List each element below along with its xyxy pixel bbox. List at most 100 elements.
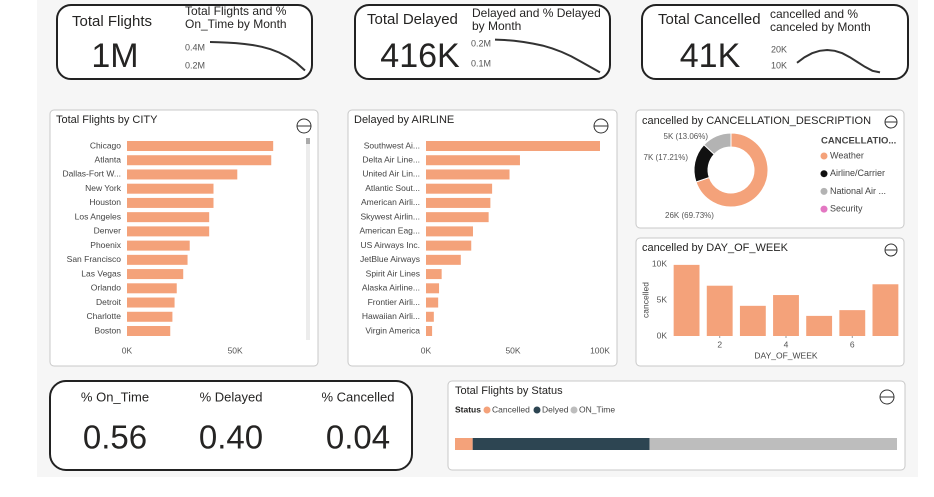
y-tick-label: Chicago <box>90 140 121 150</box>
y-tick-label: Charlotte <box>87 311 122 321</box>
bar <box>739 305 766 336</box>
y-tick-label: Skywest Airlin... <box>360 211 420 221</box>
bar-segment <box>455 438 473 450</box>
legend-label: Security <box>830 203 863 213</box>
bar <box>872 284 899 336</box>
bar <box>127 183 214 194</box>
chart-title: Total Flights and % On_Time by Month <box>185 4 287 31</box>
y-tick-label: Atlantic Sout... <box>365 183 420 193</box>
bar <box>127 212 210 223</box>
card-title: % Delayed <box>200 389 263 404</box>
x-tick-label: 50K <box>505 345 520 355</box>
y-tick-label: Boston <box>95 325 122 335</box>
bar <box>127 297 175 308</box>
panel <box>347 109 618 367</box>
chart-title: cancelled by DAY_OF_WEEK <box>642 242 789 254</box>
legend-label: ON_Time <box>579 404 615 414</box>
y-tick-label: Hawaiian Airli... <box>362 311 420 321</box>
y-tick-label: 20K <box>771 44 787 54</box>
x-tick-label: 100K <box>590 345 610 355</box>
chart-title: cancelled and % canceled by Month <box>770 7 871 34</box>
bar <box>127 269 184 280</box>
card-title: % On_Time <box>81 389 149 404</box>
chart-title: Delayed by AIRLINE <box>354 114 454 126</box>
donut-slice <box>703 132 732 156</box>
bar <box>773 295 799 336</box>
y-tick-label: Atlanta <box>95 154 122 164</box>
bar <box>426 283 440 294</box>
bar <box>426 197 491 208</box>
card-title: Total Cancelled <box>658 11 761 28</box>
y-tick-label: Orlando <box>91 283 122 293</box>
y-tick-label: 0K <box>657 330 668 340</box>
card-value: 0.40 <box>199 419 263 456</box>
x-tick-label: 6 <box>850 339 855 349</box>
bar <box>839 310 866 336</box>
bar <box>127 283 177 294</box>
bar <box>806 315 833 336</box>
panel <box>49 109 319 367</box>
y-tick-label: Frontier Airli... <box>368 297 420 307</box>
y-tick-label: New York <box>85 183 122 193</box>
card-value: 416K <box>380 37 460 75</box>
card-value: 1M <box>91 37 138 75</box>
legend-swatch <box>483 406 491 414</box>
y-tick-label: American Eag... <box>360 226 420 236</box>
card-title: Total Delayed <box>367 11 458 28</box>
icon <box>296 115 898 405</box>
line <box>209 41 306 72</box>
y-tick-label: Southwest Ai... <box>364 140 420 150</box>
bar <box>426 297 439 308</box>
y-tick-label: Spirit Air Lines <box>366 268 420 278</box>
x-tick-label: 4 <box>784 339 789 349</box>
y-tick-label: Los Angeles <box>75 211 121 221</box>
x-tick-label: 2 <box>717 339 722 349</box>
chart-title: Delayed and % Delayed by Month <box>472 6 601 33</box>
bar <box>127 141 274 151</box>
y-tick-label: 5K <box>657 294 668 304</box>
legend-title: CANCELLATIO... <box>821 136 896 147</box>
data-label: 7K (17.21%) <box>644 153 689 162</box>
card-value: 41K <box>680 37 741 75</box>
legend-swatch <box>533 406 541 414</box>
y-tick-label: Phoenix <box>90 240 121 250</box>
bar <box>426 326 433 336</box>
legend-label: National Air ... <box>830 186 886 196</box>
x-tick-label: 50K <box>228 345 243 355</box>
bar <box>127 155 272 166</box>
legend-swatch <box>820 170 828 178</box>
bar <box>127 240 190 251</box>
y-tick-label: JetBlue Airways <box>360 254 420 264</box>
bar <box>426 254 461 265</box>
legend-label: Cancelled <box>492 404 530 414</box>
scrollbar-thumb <box>306 138 310 144</box>
bar <box>426 311 434 322</box>
line <box>796 48 881 74</box>
y-tick-label: Virgin America <box>365 325 420 335</box>
x-tick-label: 0K <box>421 345 432 355</box>
donut-slice <box>695 132 769 208</box>
bar <box>426 226 473 237</box>
chart-title: Total Flights by Status <box>455 385 563 397</box>
legend-swatch <box>820 205 828 213</box>
bar <box>127 169 238 180</box>
y-tick-label: United Air Lin... <box>362 169 420 179</box>
y-tick-label: Denver <box>94 226 122 236</box>
chart-title: cancelled by CANCELLATION_DESCRIPTION <box>642 115 871 127</box>
y-tick-label: Alaska Airline... <box>362 283 420 293</box>
bar <box>127 254 188 265</box>
bar <box>127 326 171 336</box>
card <box>49 380 413 471</box>
y-axis-label: cancelled <box>640 282 650 318</box>
y-tick-label: 10K <box>771 60 787 70</box>
card-value: 0.56 <box>83 419 147 456</box>
card <box>56 4 313 80</box>
y-tick-label: 0.4M <box>185 42 205 52</box>
y-tick-label: Las Vegas <box>81 268 121 278</box>
bar-segment <box>649 438 897 450</box>
y-tick-label: Dallas-Fort W... <box>62 169 121 179</box>
y-tick-label: Houston <box>89 197 121 207</box>
bar <box>706 285 733 336</box>
